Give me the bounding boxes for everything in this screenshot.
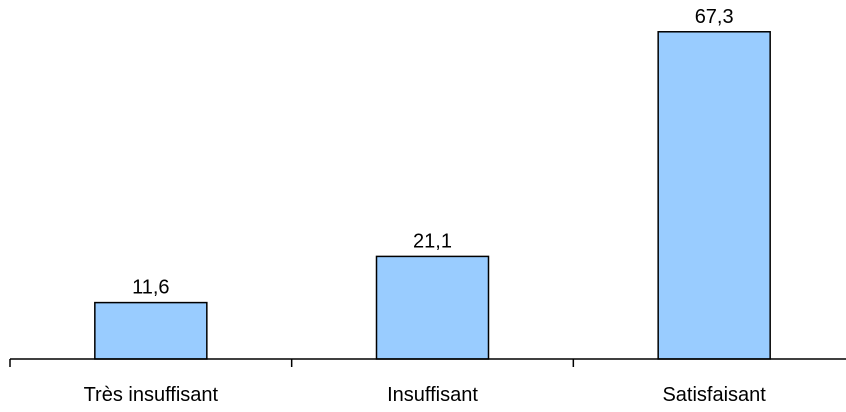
bar-1 xyxy=(375,255,490,360)
bars-layer xyxy=(94,31,771,360)
category-label-1: Insuffisant xyxy=(387,384,478,406)
bar-2 xyxy=(657,31,771,360)
labels-layer: 11,6 Très insuffisant 21,1 Insuffisant 67,3 S… xyxy=(84,6,767,406)
data-label-2: 67,3 xyxy=(695,6,734,28)
category-label-2: Satisfaisant xyxy=(662,384,766,406)
bar-0 xyxy=(94,301,208,360)
data-label-1: 21,1 xyxy=(413,230,452,252)
data-label-0: 11,6 xyxy=(132,277,169,299)
x-axis xyxy=(9,358,846,367)
category-label-0: Très insuffisant xyxy=(84,384,219,406)
